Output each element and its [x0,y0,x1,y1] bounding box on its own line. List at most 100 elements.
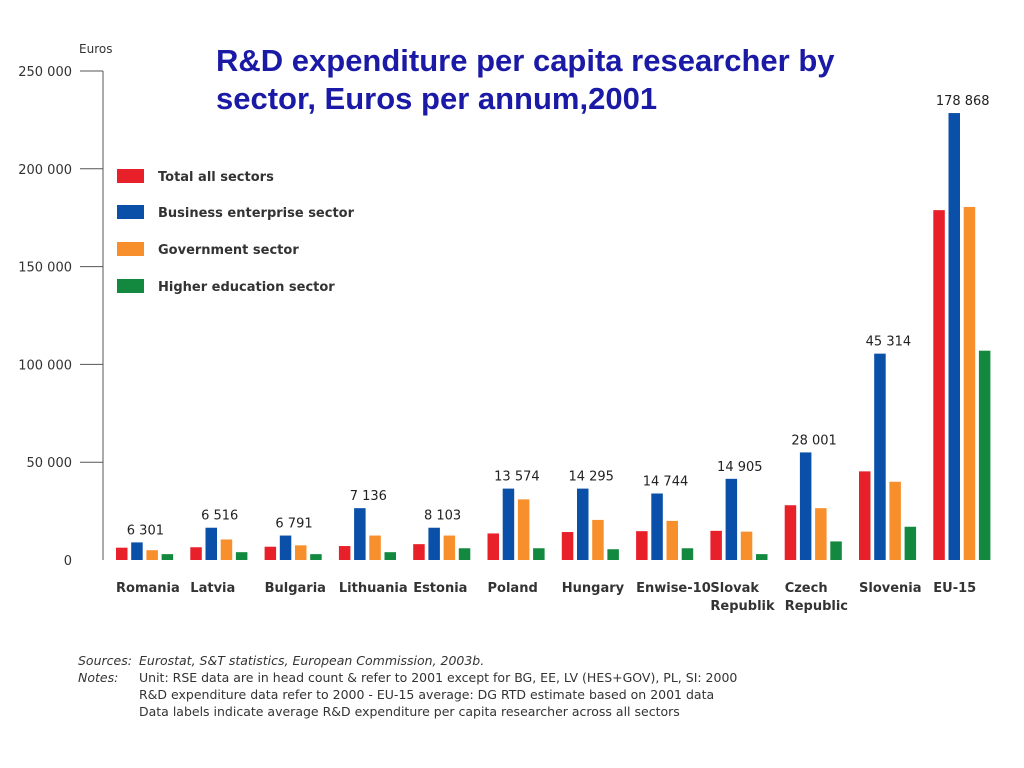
legend-label: Business enterprise sector [158,206,355,221]
category-label: Bulgaria [265,581,326,596]
category-label: Hungary [562,581,625,596]
bar-4 [830,541,842,560]
bar-2 [502,488,515,560]
category-label: Latvia [190,581,235,596]
bar-2 [354,508,366,560]
bar-1 [487,533,499,560]
data-label: 14 744 [643,474,689,489]
sources-key: Sources: [78,653,132,668]
bar-3 [963,206,976,560]
bar-3 [443,535,456,560]
bar-1 [784,505,797,560]
data-label: 14 905 [717,460,763,475]
data-label: 6 791 [275,517,312,532]
bar-4 [161,554,174,560]
bar-4 [978,350,991,560]
legend-swatch [117,205,144,219]
data-label: 6 301 [127,523,164,538]
y-tick-label: 50 000 [27,456,73,471]
bar-4 [681,548,694,560]
bar-3 [740,531,753,560]
category-label: Slovenia [859,581,922,596]
notes-key: Notes: [78,670,119,685]
bar-1 [116,547,128,560]
bar-4 [607,549,619,560]
bar-1 [859,471,871,560]
bar-1 [264,546,277,560]
bar-4 [533,548,545,560]
notes-row: Notes: Unit: RSE data are in head count … [78,669,838,720]
bar-3 [295,545,307,560]
bar-3 [146,550,158,560]
data-label: 14 295 [568,470,614,485]
bar-3 [666,520,678,560]
bar-4 [310,554,322,560]
category-label: Enwise-10 [636,581,711,596]
bar-3 [369,535,381,560]
chart-notes: Sources: Eurostat, S&T statistics, Europ… [78,652,838,720]
data-label: 28 001 [791,433,837,448]
bar-2 [799,452,812,560]
bar-4 [235,552,248,560]
data-label: 178 868 [936,94,990,109]
bar-3 [517,499,530,560]
bar-2 [428,527,440,560]
bar-1 [561,532,574,560]
data-label: 7 136 [350,489,387,504]
category-label: Lithuania [339,581,408,596]
bar-3 [889,481,901,560]
bar-2 [874,353,886,560]
category-label: Romania [116,581,180,596]
bar-1 [413,544,425,560]
y-tick-label: 200 000 [18,163,72,178]
bar-2 [131,542,143,560]
note-line: R&D expenditure data refer to 2000 - EU-… [139,687,715,702]
bar-3 [815,508,827,560]
legend-label: Higher education sector [158,280,335,295]
category-label: Republic [785,599,848,614]
category-label: Poland [488,581,538,596]
legend-label: Government sector [158,243,299,258]
chart-title: R&D expenditure per capita researcher by… [216,43,835,116]
bar-2 [577,488,589,560]
bar-chart: Euros 0 50 000 100 000 150 000 200 000 250 000… [18,42,991,614]
data-label: 13 574 [494,470,540,485]
bar-1 [933,210,945,560]
bar-1 [636,531,648,560]
bar-1 [190,547,202,560]
sources-text: Eurostat, S&T statistics, European Commi… [139,653,485,668]
legend-swatch [117,242,144,256]
bar-4 [458,548,471,560]
note-line: Unit: RSE data are in head count & refer… [139,670,738,685]
y-tick-label: 150 000 [18,261,72,276]
legend-swatch [117,169,144,183]
bar-2 [651,493,663,560]
category-label: Republik [710,599,775,614]
legend-label: Total all sectors [158,170,274,185]
bar-2 [279,535,292,560]
y-tick-label: 250 000 [18,65,72,80]
y-axis-label: Euros [79,42,112,56]
data-label: 45 314 [866,335,912,350]
category-label: Czech [785,581,828,596]
bar-2 [725,478,738,560]
bar-4 [756,554,768,560]
category-label: EU-15 [933,581,976,596]
bar-3 [220,539,233,560]
category-label: Slovak [710,581,759,596]
bar-4 [384,552,396,560]
y-tick-label: 0 [64,554,72,569]
bar-1 [338,546,351,560]
bar-2 [948,113,960,560]
bar-4 [904,526,917,560]
bar-1 [710,530,722,560]
note-line: Data labels indicate average R&D expendi… [139,704,680,719]
data-label: 8 103 [424,509,461,524]
y-tick-label: 100 000 [18,358,72,373]
data-label: 6 516 [201,509,238,524]
bar-3 [592,519,604,560]
sources-row: Sources: Eurostat, S&T statistics, Europ… [78,652,838,669]
category-label: Estonia [413,581,467,596]
bar-2 [205,527,217,560]
legend-swatch [117,279,144,293]
